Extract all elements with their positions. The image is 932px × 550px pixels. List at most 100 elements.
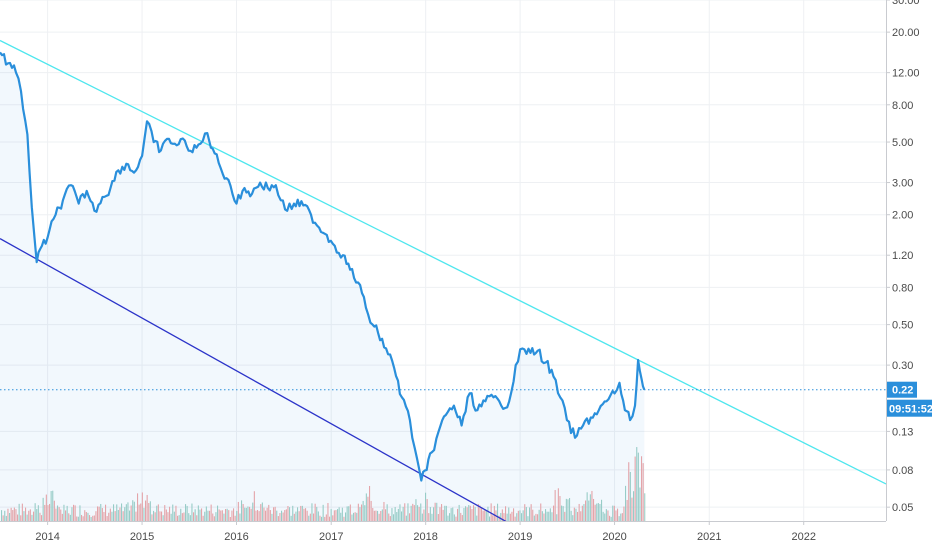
volume-bar: [442, 509, 444, 521]
volume-bar: [71, 507, 73, 521]
volume-bar: [295, 511, 297, 521]
volume-bar: [210, 504, 212, 521]
volume-bar: [591, 490, 593, 521]
y-tick-label: 0.30: [892, 360, 913, 372]
volume-bar: [97, 506, 99, 521]
volume-bar: [63, 504, 65, 521]
volume-bar: [2, 515, 4, 521]
volume-bar: [530, 504, 532, 521]
volume-bar: [194, 509, 196, 521]
volume-bar: [257, 510, 259, 521]
volume-bar: [626, 499, 628, 521]
volume-bar: [162, 515, 164, 521]
volume-bar: [309, 513, 311, 521]
volume-bar: [596, 503, 598, 521]
volume-bar: [423, 509, 425, 521]
volume-bar: [169, 506, 171, 521]
volume-bar: [468, 505, 470, 521]
volume-bar: [453, 514, 455, 521]
volume-bar: [399, 504, 401, 521]
trendlines[interactable]: [0, 39, 886, 525]
volume-bar: [161, 511, 163, 521]
volume-bar: [637, 452, 639, 521]
volume-bar: [116, 504, 118, 521]
volume-bar: [345, 512, 347, 521]
volume-bar: [330, 509, 332, 521]
volume-bar: [321, 516, 323, 521]
volume-bar: [493, 505, 495, 521]
volume-bar: [148, 503, 150, 521]
y-tick-label: 3.00: [892, 178, 913, 190]
volume-bar: [489, 516, 491, 521]
volume-bar: [458, 504, 460, 521]
volume-bar: [60, 509, 62, 521]
volume-bar: [69, 514, 71, 521]
volume-bar: [410, 505, 412, 521]
volume-bar: [17, 514, 19, 521]
y-tick-label: 0.13: [892, 426, 913, 438]
x-tick-label: 2015: [130, 531, 154, 543]
volume-bar: [628, 462, 630, 521]
volume-bar: [98, 506, 100, 521]
volume-bar: [34, 503, 36, 521]
volume-bar: [428, 513, 430, 521]
volume-bar: [508, 507, 510, 521]
volume-bar: [554, 490, 556, 521]
volume-bar: [201, 508, 203, 521]
volume-bar: [117, 510, 119, 521]
x-tick-label: 2020: [602, 531, 626, 543]
volume-bar: [375, 510, 377, 521]
volume-bar: [522, 510, 524, 521]
price-line-path: [0, 51, 646, 482]
x-tick-label: 2021: [697, 531, 721, 543]
volume-bar: [164, 505, 166, 521]
volume-bar: [548, 511, 550, 521]
volume-bar: [298, 511, 300, 521]
y-tick-label: 5.00: [892, 137, 913, 149]
volume-bar: [425, 492, 427, 521]
volume-bar: [644, 493, 646, 521]
volume-bar: [55, 508, 57, 521]
volume-bar: [466, 507, 468, 521]
volume-bar: [181, 513, 183, 521]
volume-bar: [409, 513, 411, 521]
volume-bar: [111, 511, 113, 521]
volume-bar: [42, 497, 44, 521]
volume-bar: [537, 514, 539, 521]
volume-bar: [455, 516, 457, 521]
volume-bar: [372, 507, 374, 521]
volume-bar: [450, 508, 452, 521]
volume-bar: [506, 513, 508, 521]
volume-bar: [633, 491, 635, 521]
y-tick-label: 20.00: [892, 27, 920, 39]
volume-bar: [252, 502, 254, 521]
volume-bar: [429, 507, 431, 521]
volume-bar: [474, 507, 476, 521]
volume-bar: [220, 510, 222, 521]
volume-bar: [452, 507, 454, 521]
volume-bar: [439, 507, 441, 521]
upper-trendline[interactable]: [0, 39, 886, 485]
volume-bar: [361, 504, 363, 521]
volume-bar: [436, 502, 438, 521]
volume-bar: [180, 508, 182, 521]
volume-bar: [629, 471, 631, 521]
volume-bar: [405, 515, 407, 521]
volume-bar: [332, 515, 334, 521]
volume-bar: [362, 500, 364, 521]
volume-bar: [541, 511, 543, 521]
volume-bar: [605, 509, 607, 521]
lower-trendline[interactable]: [0, 238, 512, 525]
volume-bar: [156, 505, 158, 521]
volume-bar: [431, 513, 433, 521]
volume-bar: [511, 511, 513, 521]
volume-bar: [593, 498, 595, 521]
volume-bar: [613, 505, 615, 521]
volume-bar: [391, 508, 393, 521]
volume-bar: [441, 504, 443, 521]
volume-bar: [607, 510, 609, 521]
volume-bar: [420, 503, 422, 521]
volume-bar: [370, 500, 372, 521]
